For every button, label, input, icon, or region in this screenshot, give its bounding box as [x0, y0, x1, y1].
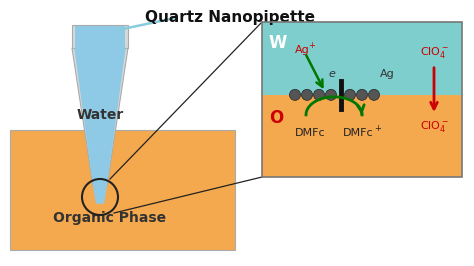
Polygon shape — [94, 190, 106, 203]
Polygon shape — [72, 48, 128, 185]
Text: +: + — [308, 41, 315, 50]
Polygon shape — [75, 48, 125, 190]
Bar — [10, 130, 235, 250]
Text: DMFc: DMFc — [343, 128, 374, 138]
Circle shape — [301, 89, 312, 100]
Circle shape — [290, 89, 301, 100]
Text: Quartz Nanopipette: Quartz Nanopipette — [145, 10, 315, 25]
Text: ClO$_4^-$: ClO$_4^-$ — [419, 119, 448, 134]
Bar — [75, 26, 125, 49]
Text: Organic Phase: Organic Phase — [54, 211, 166, 225]
Circle shape — [345, 89, 356, 100]
Bar — [262, 22, 462, 95]
Bar — [0, 0, 255, 266]
Circle shape — [368, 89, 380, 100]
Circle shape — [356, 89, 367, 100]
Circle shape — [326, 89, 337, 100]
Bar — [262, 95, 462, 177]
Circle shape — [313, 89, 325, 100]
Text: e: e — [328, 69, 336, 79]
Text: Water: Water — [76, 108, 124, 122]
Text: Ag: Ag — [380, 69, 395, 79]
Text: O: O — [269, 109, 283, 127]
Text: DMFc: DMFc — [295, 128, 325, 138]
Text: ClO$_4^-$: ClO$_4^-$ — [419, 45, 448, 60]
Bar — [72, 25, 128, 48]
Text: Ag: Ag — [295, 45, 310, 55]
Bar — [262, 22, 462, 177]
Text: +: + — [374, 124, 381, 133]
Text: W: W — [269, 34, 287, 52]
Bar — [10, 130, 235, 250]
